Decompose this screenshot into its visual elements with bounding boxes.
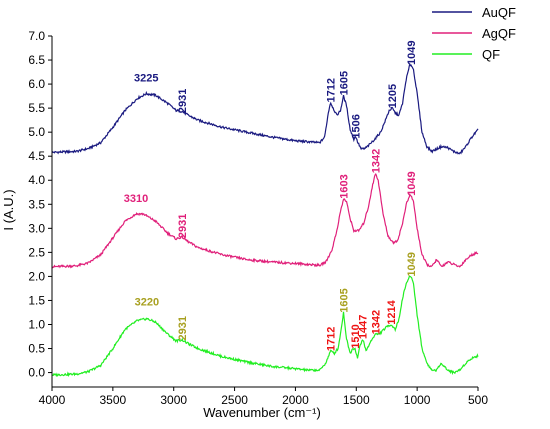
peak-label-3310: 3310 [124, 193, 148, 205]
y-tick-label: 1.0 [28, 317, 45, 331]
peak-label-1447: 1447 [358, 315, 370, 339]
peak-label-1605: 1605 [339, 71, 351, 95]
y-tick-label: 1.5 [28, 293, 45, 307]
peak-label-2931: 2931 [177, 89, 189, 113]
y-tick-label: 3.0 [28, 221, 45, 235]
legend-label-agqf: AgQF [482, 26, 516, 41]
x-tick-label: 500 [468, 393, 488, 407]
series-line-auqf [51, 62, 479, 155]
peak-label-3225: 3225 [134, 73, 158, 85]
peak-label-1049: 1049 [406, 171, 418, 195]
x-tick-label: 3500 [100, 393, 127, 407]
peak-label-1605: 1605 [339, 288, 351, 312]
y-tick-label: 4.5 [28, 149, 45, 163]
legend: AuQF AgQF QF [432, 5, 516, 62]
peak-label-2931: 2931 [177, 214, 189, 238]
peak-label-1510: 1510 [350, 324, 362, 348]
x-axis-title: Wavenumber (cm⁻¹) [203, 405, 321, 420]
series-group [51, 62, 479, 378]
series-line-agqf [51, 172, 479, 269]
legend-label-auqf: AuQF [482, 5, 516, 20]
peak-label-1342: 1342 [371, 310, 383, 334]
peak-label-1205: 1205 [387, 84, 399, 108]
x-tick-label: 1500 [343, 393, 370, 407]
x-tick-label: 2000 [282, 393, 309, 407]
y-axis-title: I (A.U.) [1, 189, 16, 230]
peak-label-2931: 2931 [177, 316, 189, 340]
peak-label-1712: 1712 [326, 327, 338, 351]
y-tick-label: 2.5 [28, 245, 45, 259]
x-tick-label: 4000 [39, 393, 66, 407]
legend-label-qf: QF [482, 47, 500, 62]
peak-label-1712: 1712 [326, 78, 338, 102]
axes-group: 4000 3500 3000 2500 2000 1500 1000 500 0.0 0.5 1.0… [28, 29, 488, 407]
peak-label-1049: 1049 [406, 41, 418, 65]
y-tick-label: 4.0 [28, 173, 45, 187]
peak-label-1506: 1506 [351, 114, 363, 138]
peak-label-1342: 1342 [371, 149, 383, 173]
peak-label-1214: 1214 [386, 299, 398, 324]
x-tick-label: 3000 [160, 393, 187, 407]
y-tick-label: 3.5 [28, 197, 45, 211]
y-tick-label: 0.0 [28, 366, 45, 380]
peak-label-3220: 3220 [135, 296, 159, 308]
x-tick-label: 1000 [404, 393, 431, 407]
y-tick-label: 7.0 [28, 29, 45, 43]
y-tick-label: 0.5 [28, 342, 45, 356]
y-tick-label: 2.0 [28, 269, 45, 283]
series-line-qf [51, 275, 479, 378]
x-tick-label: 2500 [221, 393, 248, 407]
y-tick-label: 5.5 [28, 101, 45, 115]
peak-label-1603: 1603 [339, 174, 351, 198]
y-tick-label: 6.5 [28, 53, 45, 67]
y-tick-label: 5.0 [28, 125, 45, 139]
y-tick-label: 6.0 [28, 77, 45, 91]
peak-label-1049: 1049 [406, 252, 418, 276]
